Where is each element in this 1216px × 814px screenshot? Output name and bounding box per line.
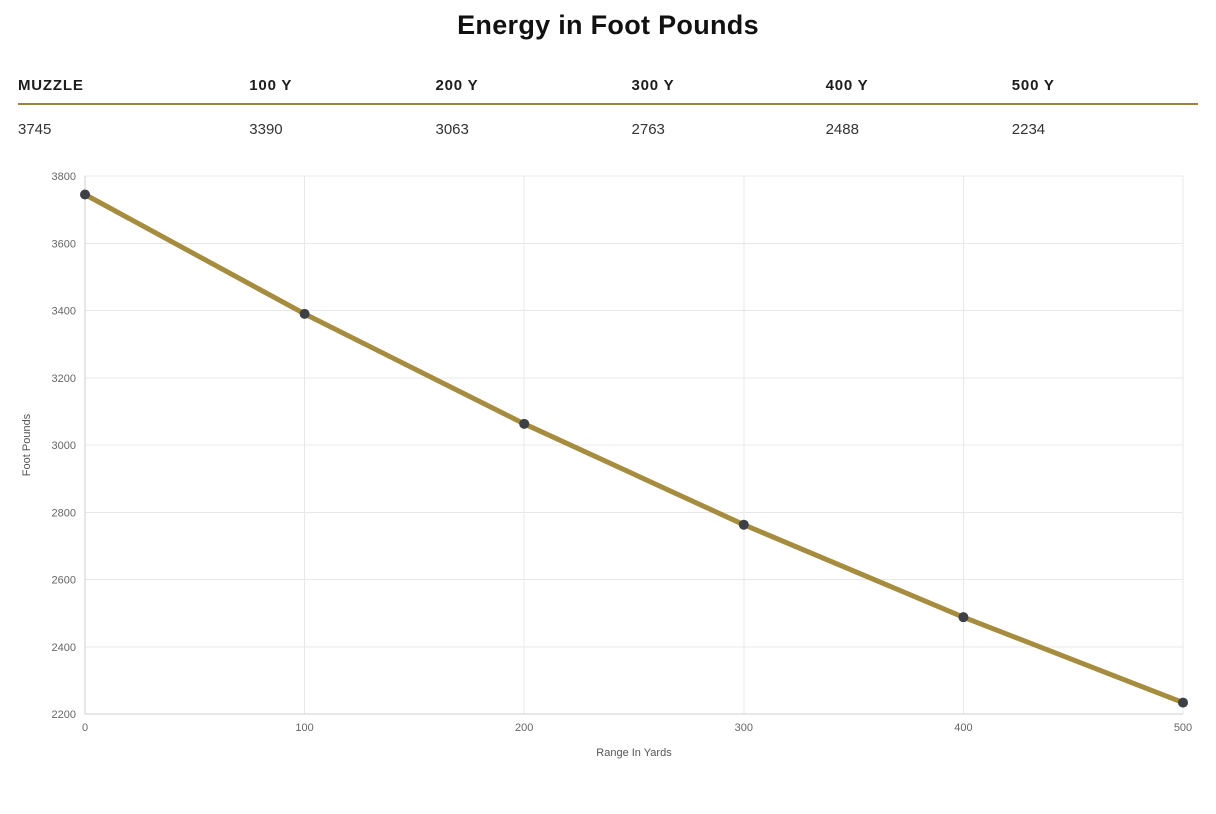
y-tick-label: 3200 xyxy=(52,373,76,385)
data-point xyxy=(519,418,530,429)
y-tick-label: 2400 xyxy=(52,642,76,654)
energy-chart: 2200 2400 2600 2800 3000 3200 3400 3600 3800 0 100… xyxy=(0,160,1216,765)
y-axis-title: Foot Pounds xyxy=(21,413,33,476)
line-chart-svg: 2200 2400 2600 2800 3000 3200 3400 3600 3800 0 100… xyxy=(21,171,1192,759)
table-value-row: 3745 3390 3063 2763 2488 2234 xyxy=(18,105,1198,138)
table-header-row: MUZZLE 100 Y 200 Y 300 Y 400 Y 500 Y xyxy=(18,77,1198,105)
table-header-muzzle: MUZZLE xyxy=(18,77,84,94)
x-tick-label: 500 xyxy=(1174,722,1192,734)
data-point xyxy=(80,189,90,200)
data-point xyxy=(958,612,969,623)
table-value-300y: 2763 xyxy=(631,121,665,138)
y-tick-label: 2600 xyxy=(52,575,76,587)
x-tick-label: 200 xyxy=(515,722,533,734)
y-tick-label: 2800 xyxy=(52,507,76,519)
data-point xyxy=(738,519,749,530)
table-value-200y: 3063 xyxy=(435,121,469,138)
energy-line xyxy=(82,191,1186,706)
table-header-400y: 400 Y xyxy=(825,77,869,94)
x-tick-label: 0 xyxy=(82,722,88,734)
y-tick-label: 2200 xyxy=(52,709,76,721)
table-value-400y: 2488 xyxy=(825,121,859,138)
y-tick-label: 3600 xyxy=(52,238,76,250)
x-tick-label: 400 xyxy=(954,722,972,734)
ballistics-table: MUZZLE 100 Y 200 Y 300 Y 400 Y 500 Y 374… xyxy=(18,77,1198,138)
x-axis-title: Range In Yards xyxy=(596,747,672,759)
page-title: Energy in Foot Pounds xyxy=(457,10,759,40)
data-point xyxy=(1178,697,1188,708)
y-tick-label: 3800 xyxy=(52,171,76,183)
table-value-muzzle: 3745 xyxy=(18,121,52,138)
data-point xyxy=(299,308,310,319)
y-tick-label: 3400 xyxy=(52,306,76,318)
table-value-100y: 3390 xyxy=(249,121,283,138)
table-header-100y: 100 Y xyxy=(249,77,293,94)
y-tick-label: 3000 xyxy=(52,440,76,452)
table-header-500y: 500 Y xyxy=(1011,77,1055,94)
x-tick-label: 300 xyxy=(735,722,753,734)
table-header-200y: 200 Y xyxy=(435,77,479,94)
x-tick-label: 100 xyxy=(295,722,313,734)
table-header-300y: 300 Y xyxy=(631,77,675,94)
table-value-500y: 2234 xyxy=(1011,121,1046,138)
